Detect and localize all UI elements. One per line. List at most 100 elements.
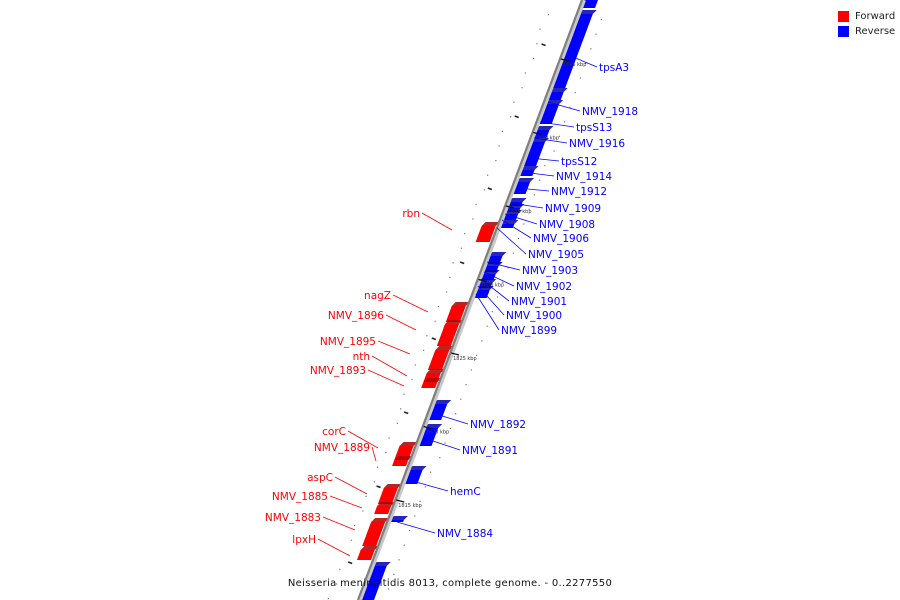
label-leader	[415, 481, 449, 492]
axis-line	[356, 0, 584, 600]
minor-tick	[396, 422, 398, 424]
minor-tick	[424, 486, 426, 488]
gene-block-top	[372, 562, 391, 566]
minor-tick	[460, 398, 462, 400]
gene-block-top	[426, 369, 445, 373]
minor-tick	[335, 583, 338, 585]
gene-block	[362, 522, 386, 546]
gene-label: rbn	[402, 208, 420, 220]
gene-label: NMV_1905	[528, 249, 584, 261]
minor-tick	[414, 515, 416, 517]
tick-dash	[347, 561, 353, 565]
tick-dash	[403, 411, 409, 415]
minor-tick	[388, 437, 390, 439]
tick-dash	[459, 261, 465, 265]
label-leaders	[317, 56, 598, 557]
minor-tick	[569, 106, 571, 108]
label-leader	[371, 446, 377, 462]
minor-tick	[437, 306, 439, 308]
minor-tick	[558, 135, 560, 137]
minor-tick	[491, 311, 493, 313]
minor-tick	[481, 340, 483, 342]
gene-block	[356, 550, 375, 560]
minor-tick	[579, 77, 581, 79]
minor-tick	[419, 500, 421, 502]
gene-label: tpsS12	[561, 156, 597, 168]
gene-block	[374, 506, 392, 514]
gene-label: NMV_1884	[437, 528, 493, 540]
minor-tick	[464, 233, 466, 235]
gene-label: NMV_1883	[265, 512, 321, 524]
major-tick	[560, 58, 570, 62]
label-leader	[483, 271, 515, 287]
gene-block-top	[549, 88, 568, 92]
minor-ticks	[327, 14, 602, 600]
tick-dash	[487, 187, 493, 191]
minor-tick	[523, 223, 525, 225]
gene-label: NMV_1906	[533, 233, 589, 245]
minor-tick	[512, 252, 514, 254]
tick-label: 1845 kbp	[563, 62, 587, 68]
gene-block	[551, 14, 593, 88]
gene-block-top	[578, 10, 597, 14]
tick-label: 1825 kbp	[453, 356, 477, 362]
minor-tick	[539, 179, 541, 181]
gene-block-top	[488, 252, 507, 256]
minor-tick	[439, 457, 441, 459]
gene-block-top	[433, 400, 452, 404]
minor-tick	[547, 14, 549, 16]
gene-block	[518, 170, 535, 176]
gene-label: NMV_1893	[310, 365, 366, 377]
gene-block-top	[451, 302, 470, 306]
minor-tick	[544, 165, 546, 167]
minor-tick	[434, 320, 436, 322]
minor-tick	[398, 559, 400, 561]
gene-label: NMV_1902	[516, 281, 572, 293]
gene-block	[377, 488, 398, 504]
gene-block-top	[545, 100, 564, 104]
gene-block-top	[535, 126, 554, 130]
minor-tick	[510, 116, 512, 118]
gene-block-top	[383, 484, 402, 488]
major-tick	[396, 499, 405, 503]
gene-block	[522, 142, 545, 166]
label-leader	[480, 278, 510, 302]
minor-tick	[472, 218, 474, 220]
legend-label-reverse: Reverse	[855, 26, 896, 37]
gene-block-top	[500, 220, 519, 224]
minor-tick	[393, 573, 395, 575]
label-leader	[429, 439, 461, 451]
minor-tick	[564, 121, 566, 123]
gene-block-top	[423, 378, 442, 382]
minor-tick	[414, 364, 416, 366]
minor-tick	[449, 276, 451, 278]
gene-block-top	[389, 516, 408, 520]
minor-tick	[455, 413, 457, 415]
gene-label: NMV_1914	[556, 171, 612, 183]
minor-tick	[600, 19, 602, 21]
label-leader	[547, 101, 581, 112]
label-leader	[521, 171, 555, 177]
legend-item-forward: Forward	[838, 9, 895, 24]
gene-block-top	[508, 198, 527, 202]
tick-label: 1840 kbp	[535, 136, 559, 142]
gene-label: NMV_1889	[314, 442, 370, 454]
minor-tick	[403, 544, 405, 546]
minor-tick	[426, 335, 428, 337]
label-leader	[421, 212, 453, 231]
major-tick	[505, 205, 515, 209]
minor-tick	[377, 466, 379, 468]
label-leader	[392, 294, 429, 313]
gene-label: NMV_1899	[501, 325, 557, 337]
minor-tick	[518, 238, 520, 240]
gene-label: NMV_1885	[272, 491, 328, 503]
gene-block-top	[408, 466, 427, 470]
label-leader	[396, 521, 436, 534]
tick-label: 1815 kbp	[398, 503, 422, 509]
minor-tick	[498, 145, 500, 147]
minor-tick	[533, 57, 535, 59]
gene-label: NMV_1916	[569, 138, 625, 150]
minor-tick	[533, 194, 535, 196]
minor-tick	[385, 452, 387, 454]
